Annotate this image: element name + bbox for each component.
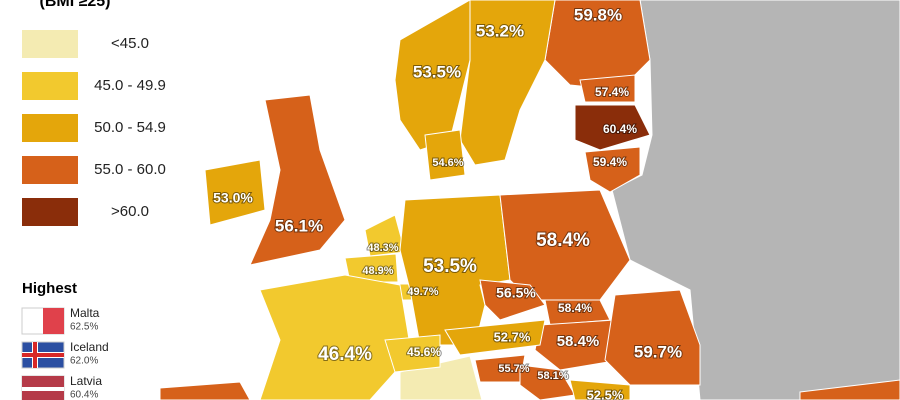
flag-part	[33, 342, 37, 368]
country-value: 59.4%	[593, 155, 627, 169]
country-value: 56.1%	[275, 216, 323, 235]
legend-title: (BMI ≥25)	[39, 0, 110, 10]
country-value: 56.5%	[496, 285, 536, 301]
legend-swatch	[22, 198, 78, 226]
country	[574, 104, 651, 151]
country-value: 53.5%	[413, 62, 461, 81]
legend-swatch	[22, 72, 78, 100]
legend-label: 55.0 - 60.0	[94, 161, 166, 178]
country	[584, 146, 641, 193]
flag-part	[43, 308, 64, 334]
country-value: 52.5%	[587, 387, 624, 400]
country-value: 53.2%	[476, 21, 524, 40]
country-value: 58.4%	[536, 230, 590, 251]
legend-label: >60.0	[111, 203, 149, 220]
country	[519, 364, 576, 400]
country	[384, 334, 441, 373]
country	[204, 159, 266, 226]
country-value: 52.7%	[494, 329, 531, 344]
highest-title: Highest	[22, 280, 77, 297]
flag-part	[22, 387, 64, 391]
legend-swatch	[22, 30, 78, 58]
country	[569, 379, 631, 400]
italy	[399, 355, 483, 400]
country-value: 57.4%	[595, 85, 629, 99]
country-value: 58.4%	[557, 333, 600, 350]
country	[579, 74, 636, 103]
country-value: 58.1%	[537, 370, 568, 382]
country-value: 60.4%	[603, 122, 637, 136]
legend-label: <45.0	[111, 35, 149, 52]
country	[344, 253, 399, 283]
highest-value: 60.4%	[70, 390, 98, 400]
legend-label: 50.0 - 54.9	[94, 119, 166, 136]
country-value: 59.7%	[634, 342, 682, 361]
country	[444, 319, 546, 356]
legend-swatch	[22, 114, 78, 142]
country-value: 48.3%	[367, 242, 398, 254]
country-value: 55.7%	[498, 363, 529, 375]
country	[479, 279, 546, 321]
highest-value: 62.0%	[70, 356, 98, 367]
flag-part	[22, 353, 64, 357]
legend-swatch	[22, 156, 78, 184]
country-value: 46.4%	[318, 344, 372, 365]
highest-name: Iceland	[70, 340, 109, 354]
legend-label: 45.0 - 49.9	[94, 77, 166, 94]
turkey	[799, 379, 900, 400]
country-value: 59.8%	[574, 5, 622, 24]
country-value: 45.6%	[407, 345, 441, 359]
country	[249, 94, 346, 266]
country-value: 54.6%	[432, 157, 463, 169]
country-value: 49.7%	[407, 286, 438, 298]
spain	[159, 381, 251, 400]
highest-name: Latvia	[70, 374, 102, 388]
country-value: 58.4%	[558, 301, 592, 315]
highest-value: 62.5%	[70, 322, 98, 333]
country-value: 53.5%	[423, 256, 477, 277]
country-value: 53.0%	[213, 190, 253, 206]
country	[459, 0, 556, 166]
country	[259, 274, 411, 400]
country	[604, 289, 701, 386]
country	[424, 129, 466, 181]
highest-name: Malta	[70, 306, 100, 320]
country-value: 48.9%	[362, 265, 393, 277]
